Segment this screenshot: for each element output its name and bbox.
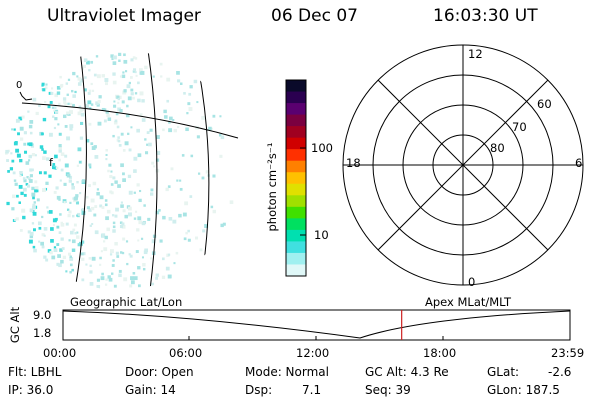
mlt-label-18: 18 (346, 156, 361, 170)
ip-info: IP: 36.0 (8, 383, 54, 397)
timeline-left-title: Geographic Lat/Lon (70, 295, 183, 309)
lat-label-70: 70 (512, 120, 527, 134)
mlt-label-6: 6 (575, 156, 583, 170)
timeline-xtick-2: 12:00 (296, 346, 330, 360)
image-label-top: 0 (16, 80, 23, 91)
timeline-xtick-4: 23:59 (551, 346, 585, 360)
lat-label-80: 80 (490, 141, 505, 155)
date-label: 06 Dec 07 (271, 6, 358, 26)
glat-label: GLat: (487, 365, 520, 379)
colorbar-segment (286, 114, 306, 127)
colorbar-segment (286, 126, 306, 139)
mlt-label-0: 0 (468, 275, 476, 289)
colorbar-segment (286, 241, 306, 254)
mode-info: Mode: Normal (245, 365, 329, 379)
colorbar-segment (286, 172, 306, 185)
colorbar-segment (286, 229, 306, 242)
timeline-axis-label: GC Alt (8, 306, 22, 344)
timeline-xtick-0: 00:00 (43, 346, 77, 360)
glon-info: GLon: 187.5 (487, 383, 560, 397)
image-label-left: f (49, 156, 53, 169)
dsp-label: Dsp: (245, 383, 273, 397)
door-info: Door: Open (125, 365, 194, 379)
dsp-value: 7.1 (302, 383, 322, 397)
gc-alt-info: GC Alt: 4.3 Re (365, 365, 449, 379)
colorbar-segment (286, 160, 306, 173)
colorbar-segment (286, 183, 306, 196)
seq-info: Seq: 39 (365, 383, 411, 397)
colorbar-segment (286, 195, 306, 208)
instrument-title: Ultraviolet Imager (47, 6, 201, 26)
mlt-label-12: 12 (468, 47, 483, 61)
timeline-box (62, 309, 571, 341)
filter-info: Flt: LBHL (8, 365, 62, 379)
time-label: 16:03:30 UT (433, 6, 538, 26)
colorbar-segment (286, 149, 306, 162)
timeline-right-title: Apex MLat/MLT (425, 295, 512, 309)
altitude-curve (62, 310, 571, 339)
timeline-ytick-top: 9.0 (33, 308, 52, 322)
auroral-image (0, 50, 240, 290)
timeline-xtick-3: 18:00 (423, 346, 457, 360)
polar-grid (342, 44, 584, 286)
gain-info: Gain: 14 (125, 383, 176, 397)
latitude-line (21, 102, 239, 139)
glat-value: -2.6 (548, 365, 572, 379)
colorbar-segment (286, 91, 306, 104)
colorbar-unit-label: photon cm⁻²s⁻¹ (265, 142, 279, 232)
colorbar-tick-100: 100 (311, 141, 333, 155)
timeline-xtick-1: 06:00 (169, 346, 203, 360)
colorbar-segment (286, 103, 306, 116)
colorbar-segment (286, 264, 306, 277)
colorbar-segment (286, 137, 306, 150)
colorbar-segment (286, 252, 306, 265)
color-bar (286, 80, 306, 277)
colorbar-segment (286, 218, 306, 231)
colorbar-segment (286, 80, 306, 93)
lat-label-60: 60 (537, 97, 552, 111)
timeline-ytick-bottom: 1.8 (33, 326, 52, 340)
colorbar-tick-10: 10 (314, 228, 329, 242)
colorbar-segment (286, 206, 306, 219)
